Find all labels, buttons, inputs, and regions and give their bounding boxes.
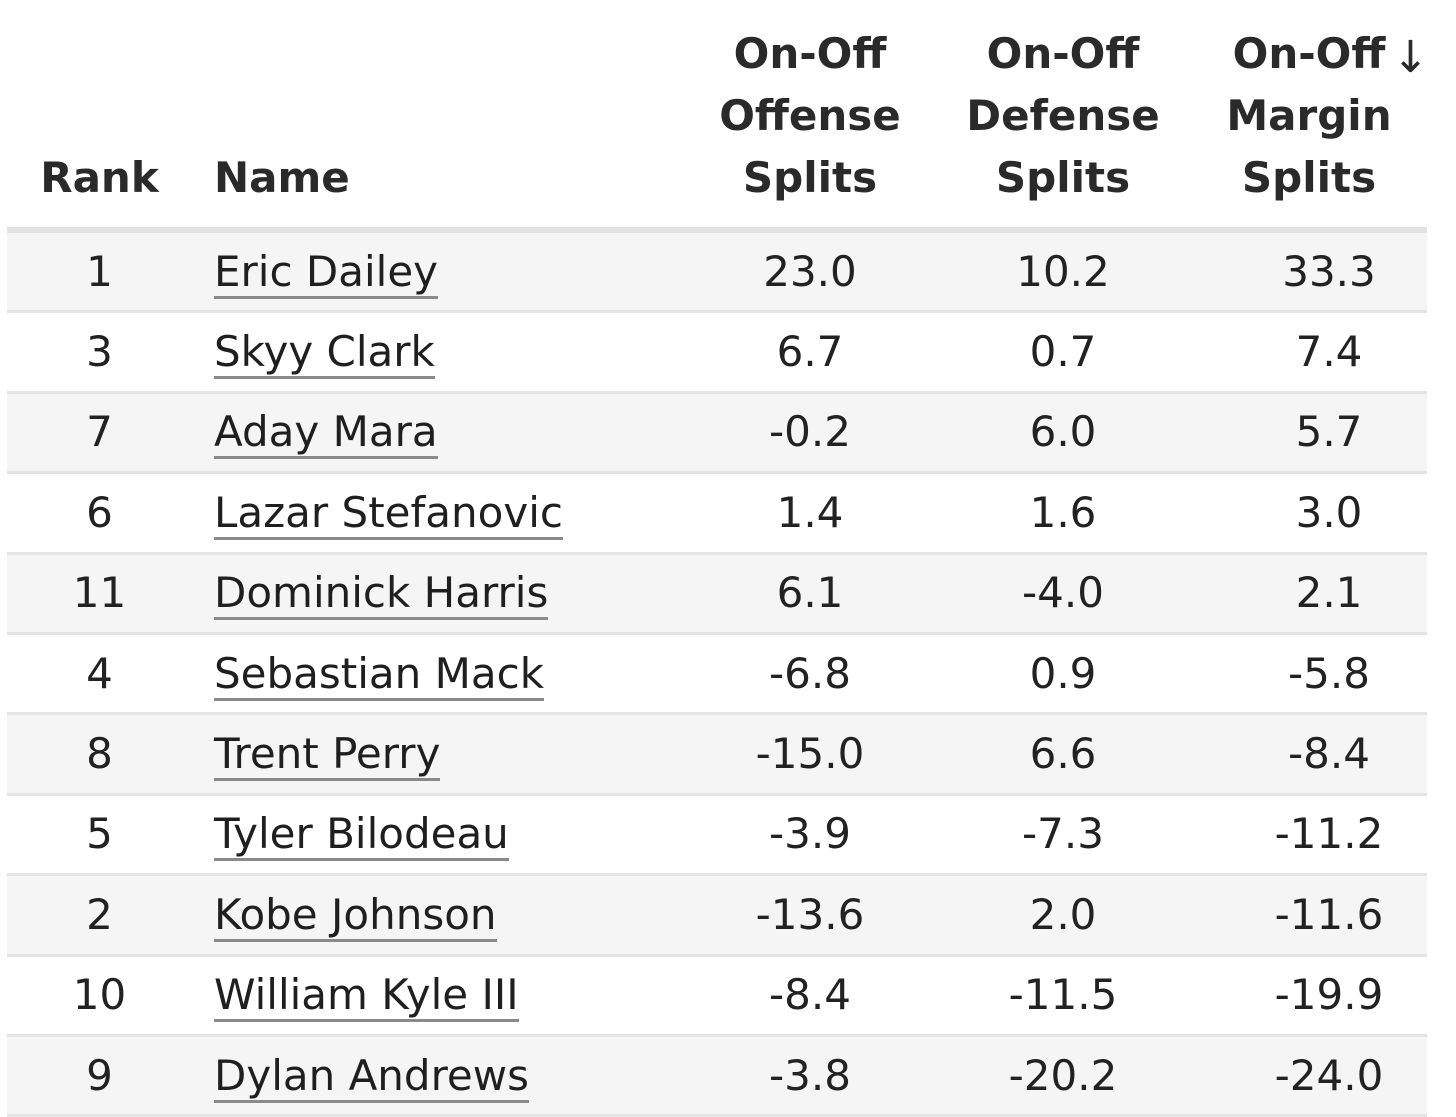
offense-splits-cell: -8.4 xyxy=(685,955,935,1037)
offense-splits-cell: -3.9 xyxy=(685,794,935,877)
name-cell: Lazar Stefanovic xyxy=(192,472,685,555)
rank-cell: 1 xyxy=(7,230,192,314)
margin-splits-cell: -5.8 xyxy=(1191,633,1427,716)
column-header-rank-label: Rank xyxy=(40,153,159,202)
player-name-link[interactable]: Sebastian Mack xyxy=(214,648,545,701)
offense-splits-cell: -0.2 xyxy=(685,392,935,475)
column-header-name[interactable]: Name xyxy=(192,0,685,233)
table-row: 9 Dylan Andrews -3.8 -20.2 -24.0 xyxy=(7,1035,1427,1117)
table-row: 1 Eric Dailey 23.0 10.2 33.3 xyxy=(7,230,1427,314)
player-splits-table: Rank Name On-Off Offense Splits On-Off D… xyxy=(7,0,1429,1117)
player-name-link[interactable]: Aday Mara xyxy=(214,407,438,460)
margin-splits-cell: -24.0 xyxy=(1191,1035,1427,1117)
player-name-link[interactable]: Dominick Harris xyxy=(214,568,549,621)
column-header-offense-line-3: Splits xyxy=(742,153,878,202)
rank-cell: 8 xyxy=(7,713,192,796)
table-row: 5 Tyler Bilodeau -3.9 -7.3 -11.2 xyxy=(7,794,1427,877)
player-name-link[interactable]: Skyy Clark xyxy=(214,327,435,380)
name-cell: Sebastian Mack xyxy=(192,633,685,716)
header-row: Rank Name On-Off Offense Splits On-Off D… xyxy=(7,0,1429,233)
offense-splits-cell: -13.6 xyxy=(685,874,935,957)
name-cell: Dominick Harris xyxy=(192,553,685,635)
name-cell: Tyler Bilodeau xyxy=(192,794,685,877)
margin-splits-cell: 3.0 xyxy=(1191,472,1427,555)
table-row: 7 Aday Mara -0.2 6.0 5.7 xyxy=(7,392,1427,475)
offense-splits-cell: -15.0 xyxy=(685,713,935,796)
name-cell: Dylan Andrews xyxy=(192,1035,685,1117)
player-name-link[interactable]: William Kyle III xyxy=(214,970,519,1023)
rank-cell: 11 xyxy=(7,553,192,635)
column-header-offense-line-1: On-Off xyxy=(733,29,887,78)
column-header-rank[interactable]: Rank xyxy=(7,0,192,233)
table-row: 10 William Kyle III -8.4 -11.5 -19.9 xyxy=(7,955,1427,1037)
offense-splits-cell: 6.7 xyxy=(685,311,935,394)
sort-descending-icon[interactable]: ↓ xyxy=(1392,32,1429,83)
column-header-defense-line-2: Defense xyxy=(966,91,1160,140)
defense-splits-cell: 6.6 xyxy=(935,713,1191,796)
column-header-margin-line-3: Splits xyxy=(1241,153,1377,202)
name-cell: William Kyle III xyxy=(192,955,685,1037)
name-cell: Skyy Clark xyxy=(192,311,685,394)
defense-splits-cell: -7.3 xyxy=(935,794,1191,877)
margin-splits-cell: 33.3 xyxy=(1191,230,1427,314)
defense-splits-cell: -4.0 xyxy=(935,553,1191,635)
defense-splits-cell: 0.9 xyxy=(935,633,1191,716)
rank-cell: 7 xyxy=(7,392,192,475)
player-name-link[interactable]: Dylan Andrews xyxy=(214,1050,529,1103)
name-cell: Eric Dailey xyxy=(192,230,685,314)
margin-splits-cell: -11.6 xyxy=(1191,874,1427,957)
defense-splits-cell: -20.2 xyxy=(935,1035,1191,1117)
defense-splits-cell: -11.5 xyxy=(935,955,1191,1037)
column-header-name-label: Name xyxy=(214,153,350,202)
margin-splits-cell: -19.9 xyxy=(1191,955,1427,1037)
margin-splits-cell: -11.2 xyxy=(1191,794,1427,877)
rank-cell: 10 xyxy=(7,955,192,1037)
column-header-defense-splits[interactable]: On-Off Defense Splits xyxy=(935,0,1191,233)
rank-cell: 3 xyxy=(7,311,192,394)
column-header-defense-line-1: On-Off xyxy=(986,29,1140,78)
name-cell: Trent Perry xyxy=(192,713,685,796)
player-name-link[interactable]: Eric Dailey xyxy=(214,246,439,299)
column-header-offense-splits[interactable]: On-Off Offense Splits xyxy=(685,0,935,233)
table-row: 6 Lazar Stefanovic 1.4 1.6 3.0 xyxy=(7,472,1427,555)
margin-splits-cell: 5.7 xyxy=(1191,392,1427,475)
stats-table-container: Rank Name On-Off Offense Splits On-Off D… xyxy=(7,0,1429,1117)
table-header: Rank Name On-Off Offense Splits On-Off D… xyxy=(7,0,1429,233)
table-row: 3 Skyy Clark 6.7 0.7 7.4 xyxy=(7,311,1427,394)
name-cell: Aday Mara xyxy=(192,392,685,475)
table-row: 11 Dominick Harris 6.1 -4.0 2.1 xyxy=(7,553,1427,635)
rank-cell: 9 xyxy=(7,1035,192,1117)
defense-splits-cell: 2.0 xyxy=(935,874,1191,957)
defense-splits-cell: 10.2 xyxy=(935,230,1191,314)
column-header-margin-line-1: On-Off xyxy=(1232,29,1386,78)
defense-splits-cell: 6.0 xyxy=(935,392,1191,475)
defense-splits-cell: 0.7 xyxy=(935,311,1191,394)
player-name-link[interactable]: Lazar Stefanovic xyxy=(214,487,563,540)
player-name-link[interactable]: Tyler Bilodeau xyxy=(214,809,509,862)
rank-cell: 4 xyxy=(7,633,192,716)
rank-cell: 2 xyxy=(7,874,192,957)
table-body: 1 Eric Dailey 23.0 10.2 33.3 3 Skyy Clark 6.7 0.… xyxy=(7,230,1427,1117)
margin-splits-cell: 7.4 xyxy=(1191,311,1427,394)
offense-splits-cell: 6.1 xyxy=(685,553,935,635)
offense-splits-cell: -3.8 xyxy=(685,1035,935,1117)
rank-cell: 6 xyxy=(7,472,192,555)
offense-splits-cell: -6.8 xyxy=(685,633,935,716)
column-header-margin-line-2: Margin xyxy=(1226,91,1392,140)
column-header-margin-splits[interactable]: On-Off Margin Splits ↓ xyxy=(1191,0,1429,233)
rank-cell: 5 xyxy=(7,794,192,877)
column-header-defense-line-3: Splits xyxy=(995,153,1131,202)
table-row: 4 Sebastian Mack -6.8 0.9 -5.8 xyxy=(7,633,1427,716)
defense-splits-cell: 1.6 xyxy=(935,472,1191,555)
margin-splits-cell: -8.4 xyxy=(1191,713,1427,796)
table-row: 2 Kobe Johnson -13.6 2.0 -11.6 xyxy=(7,874,1427,957)
player-name-link[interactable]: Kobe Johnson xyxy=(214,889,497,942)
offense-splits-cell: 1.4 xyxy=(685,472,935,555)
offense-splits-cell: 23.0 xyxy=(685,230,935,314)
player-name-link[interactable]: Trent Perry xyxy=(214,729,441,782)
column-header-offense-line-2: Offense xyxy=(719,91,901,140)
table-row: 8 Trent Perry -15.0 6.6 -8.4 xyxy=(7,713,1427,796)
name-cell: Kobe Johnson xyxy=(192,874,685,957)
margin-splits-cell: 2.1 xyxy=(1191,553,1427,635)
